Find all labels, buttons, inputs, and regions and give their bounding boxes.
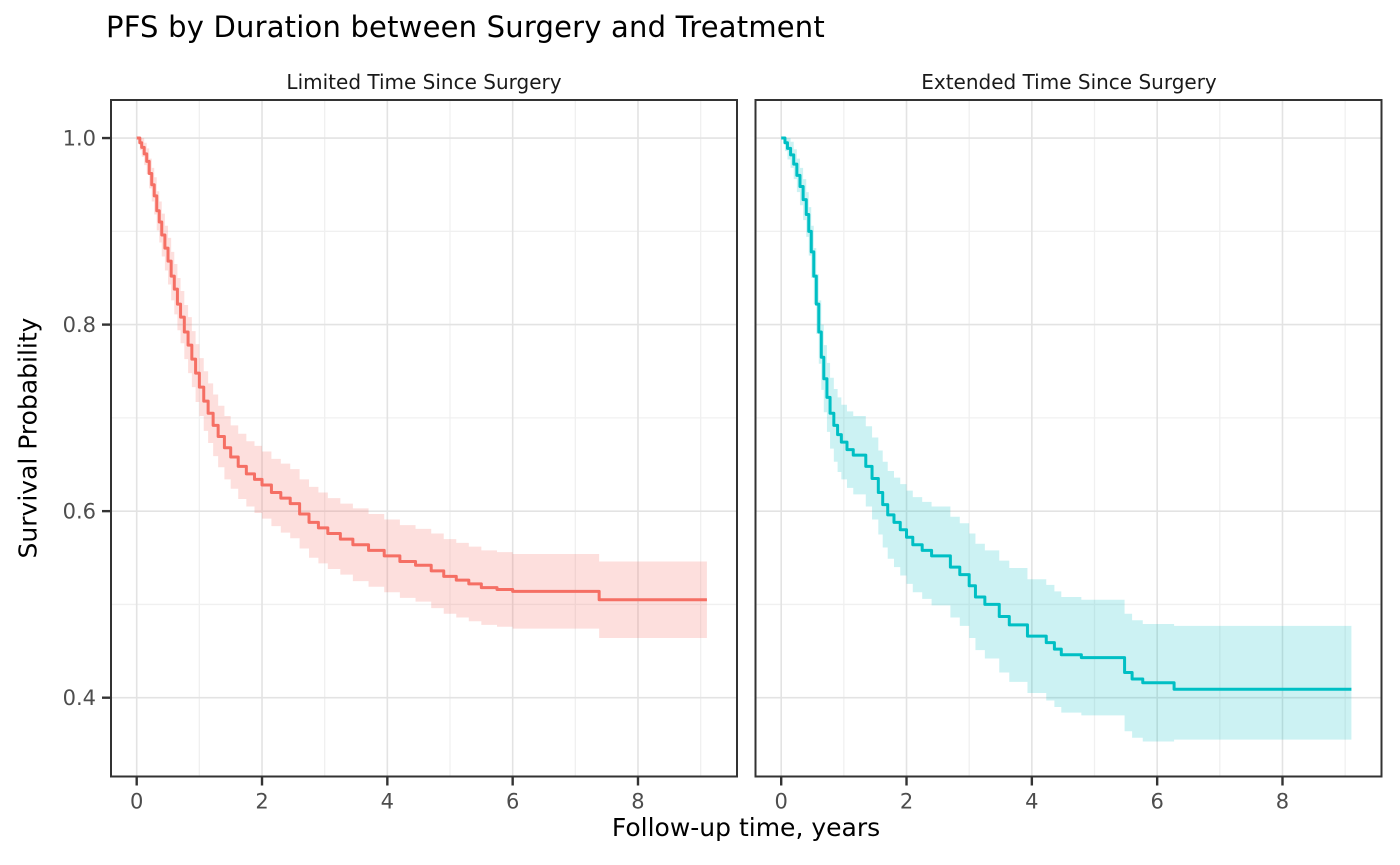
panel-background <box>111 100 737 777</box>
panel-border <box>754 99 1383 778</box>
y-tick-label: 1.0 <box>63 127 96 151</box>
x-tick-label: 8 <box>1276 790 1289 814</box>
facet-label-limited: Limited Time Since Surgery <box>286 70 562 94</box>
y-tick-label: 0.6 <box>63 500 96 524</box>
y-tick-label: 0.4 <box>63 686 96 710</box>
x-tick-label: 0 <box>130 790 143 814</box>
x-tick-label: 4 <box>1025 790 1038 814</box>
survival-curve <box>781 136 1352 691</box>
x-tick-label: 6 <box>506 790 519 814</box>
panel-background <box>755 100 1382 777</box>
x-tick-label: 2 <box>900 790 913 814</box>
x-axis-title: Follow-up time, years <box>611 813 881 842</box>
x-tick-label: 0 <box>775 790 788 814</box>
chart-title: PFS by Duration between Surgery and Trea… <box>106 10 825 44</box>
panel-border <box>110 99 738 778</box>
survival-curve <box>136 136 707 602</box>
confidence-ribbon <box>781 138 1352 742</box>
y-axis-title: Survival Probability <box>13 317 43 559</box>
x-tick-label: 4 <box>381 790 394 814</box>
x-tick-label: 2 <box>255 790 268 814</box>
confidence-ribbon <box>136 138 707 638</box>
facet-label-extended: Extended Time Since Surgery <box>921 70 1217 94</box>
x-tick-label: 6 <box>1150 790 1163 814</box>
y-tick-label: 0.8 <box>63 313 96 337</box>
x-tick-label: 8 <box>631 790 644 814</box>
